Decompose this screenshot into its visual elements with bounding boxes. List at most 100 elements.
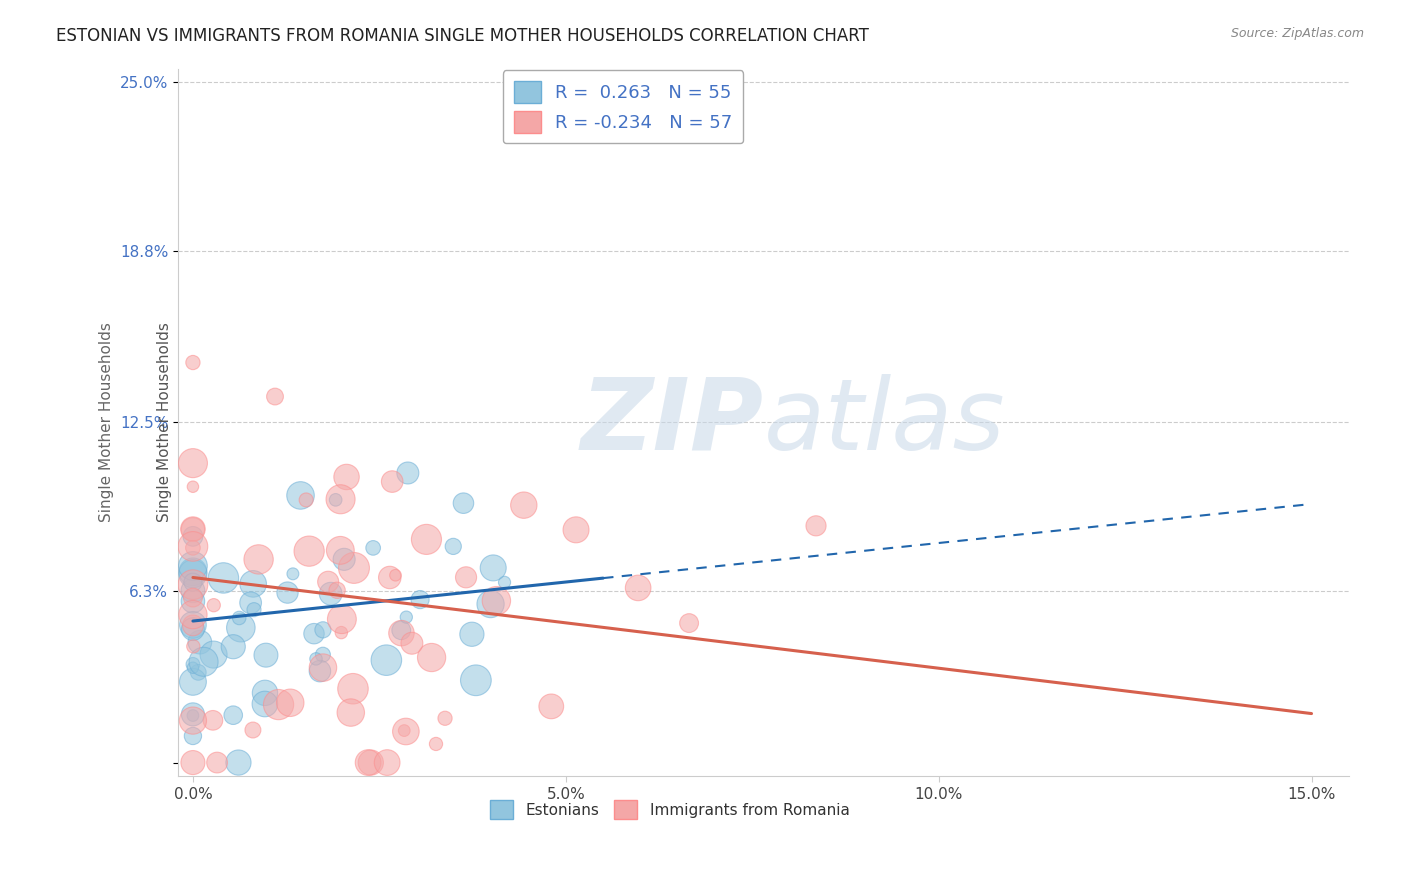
Point [485, 593, 508, 607]
Point [181, 729, 204, 743]
Point [243, 602, 266, 616]
Point [394, 723, 416, 738]
Y-axis label: Single Mother Households: Single Mother Households [100, 322, 114, 523]
Point [441, 540, 464, 554]
Point [335, 470, 357, 484]
Point [187, 665, 209, 680]
Point [276, 585, 298, 599]
Point [181, 566, 204, 581]
Point [482, 561, 505, 575]
Point [329, 492, 352, 507]
Point [242, 723, 264, 737]
Point [253, 686, 276, 700]
Point [333, 552, 356, 566]
Point [378, 570, 401, 584]
Point [309, 664, 332, 678]
Point [253, 697, 276, 711]
Point [395, 724, 418, 739]
Point [181, 607, 204, 622]
Point [453, 496, 475, 510]
Point [193, 655, 215, 669]
Point [181, 708, 204, 723]
Point [409, 592, 432, 607]
Point [305, 652, 328, 666]
Point [181, 456, 204, 470]
Point [181, 714, 204, 728]
Legend: Estonians, Immigrants from Romania: Estonians, Immigrants from Romania [484, 794, 855, 825]
Point [181, 558, 204, 573]
Point [494, 575, 516, 590]
Point [222, 708, 245, 723]
Point [461, 627, 484, 641]
Point [181, 657, 204, 672]
Point [339, 706, 361, 720]
Point [181, 640, 204, 654]
Point [181, 355, 204, 369]
Point [312, 660, 335, 674]
Point [326, 583, 349, 598]
Point [202, 648, 225, 662]
Point [239, 596, 262, 610]
Point [375, 653, 398, 667]
Point [267, 698, 290, 712]
Point [396, 466, 419, 480]
Point [181, 707, 204, 722]
Point [804, 518, 827, 533]
Point [325, 492, 347, 507]
Point [242, 577, 264, 591]
Point [479, 597, 502, 611]
Point [425, 737, 447, 751]
Point [375, 756, 398, 770]
Point [330, 625, 353, 640]
Point [298, 544, 321, 558]
Point [228, 756, 250, 770]
Point [330, 612, 353, 626]
Point [181, 577, 204, 591]
Point [181, 583, 204, 598]
Point [228, 611, 250, 625]
Point [290, 488, 312, 502]
Point [181, 522, 204, 536]
Point [278, 696, 301, 710]
Text: ZIP: ZIP [581, 374, 763, 471]
Point [181, 529, 204, 543]
Point [181, 575, 204, 590]
Point [181, 618, 204, 632]
Point [401, 636, 423, 650]
Point [181, 622, 204, 636]
Point [342, 681, 364, 696]
Point [181, 522, 204, 536]
Point [384, 568, 406, 582]
Point [329, 543, 352, 558]
Point [181, 540, 204, 554]
Text: atlas: atlas [763, 374, 1005, 471]
Point [181, 618, 204, 632]
Point [343, 561, 366, 575]
Point [540, 699, 562, 714]
Point [415, 533, 437, 547]
Point [395, 610, 418, 624]
Point [389, 624, 412, 638]
Point [212, 571, 235, 585]
Point [181, 756, 204, 770]
Point [434, 711, 457, 725]
Point [181, 661, 204, 675]
Point [295, 492, 318, 507]
Point [513, 498, 536, 512]
Point [254, 648, 277, 662]
Point [319, 587, 342, 601]
Point [302, 626, 325, 640]
Text: Source: ZipAtlas.com: Source: ZipAtlas.com [1230, 27, 1364, 40]
Point [464, 673, 486, 688]
Point [360, 756, 382, 770]
Point [202, 598, 225, 612]
Point [381, 475, 404, 489]
Point [420, 650, 443, 665]
Point [312, 623, 335, 637]
Point [281, 566, 304, 581]
Point [678, 616, 700, 631]
Point [181, 594, 204, 608]
Point [181, 591, 204, 605]
Point [264, 390, 287, 404]
Point [201, 714, 224, 728]
